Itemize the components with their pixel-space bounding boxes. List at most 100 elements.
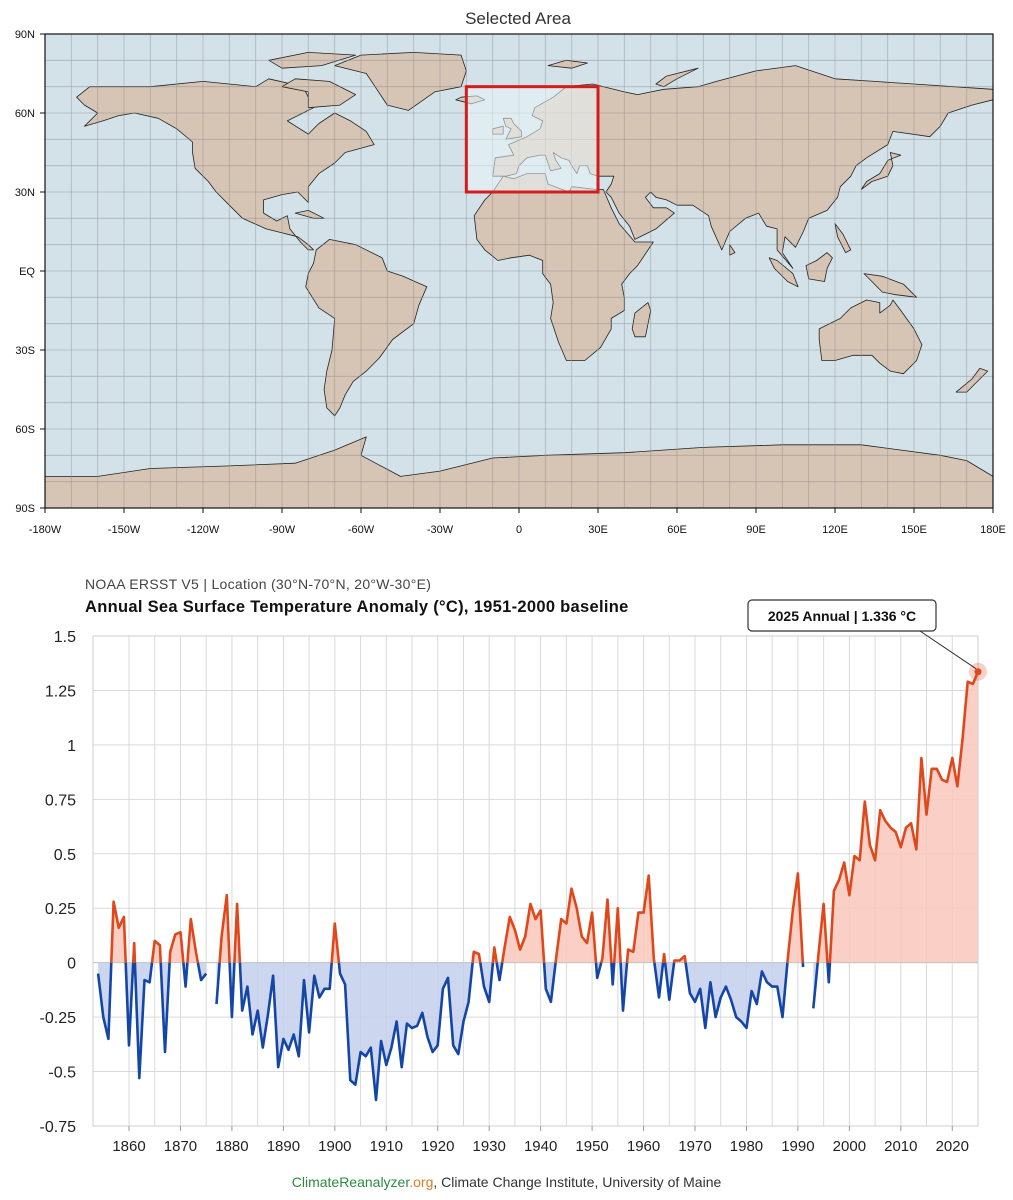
lon-tick-label: -60W [348, 524, 375, 536]
x-tick-label: 1950 [575, 1138, 608, 1155]
lon-tick-label: -150W [108, 524, 141, 536]
landmass-madagascar [631, 302, 652, 338]
lon-tick-label: 0 [516, 524, 522, 536]
credit-site-domain[interactable]: .org [409, 1174, 434, 1190]
negative-anomaly-line [215, 962, 221, 1005]
lon-tick-label: 180E [980, 524, 1006, 536]
y-tick-label: 1.5 [54, 629, 76, 646]
negative-anomaly-line [663, 962, 676, 1001]
landmass-japan [860, 152, 902, 190]
landmass-borneo [805, 252, 833, 282]
positive-anomaly-area [502, 903, 545, 963]
x-tick-label: 1900 [318, 1138, 351, 1155]
y-tick-label: -0.5 [48, 1065, 76, 1082]
lon-tick-label: 30E [588, 524, 608, 536]
negative-anomaly-line [684, 962, 789, 1030]
landmass-new-guinea [863, 273, 917, 298]
x-tick-label: 1940 [524, 1138, 557, 1155]
landmass-svalbard [547, 59, 588, 69]
positive-anomaly-line [625, 874, 656, 963]
y-tick-label: 0.25 [45, 901, 76, 918]
y-tick-label: 1 [67, 738, 76, 755]
positive-anomaly-line [330, 922, 341, 963]
lon-tick-label: 150E [901, 524, 927, 536]
positive-anomaly-line [471, 950, 482, 963]
highlight-point [974, 668, 982, 676]
credit-site-name[interactable]: ClimateReanalyzer [291, 1174, 410, 1190]
lon-tick-label: -90W [269, 524, 296, 536]
lon-tick-label: -180W [29, 524, 62, 536]
y-tick-label: 0.5 [54, 847, 76, 864]
negative-anomaly-line [495, 962, 504, 982]
x-tick-label: 1930 [473, 1138, 506, 1155]
positive-anomaly-line [168, 930, 185, 963]
y-tick-label: 0.75 [45, 792, 76, 809]
negative-anomaly-line [182, 962, 189, 988]
landmass-australia [818, 299, 923, 375]
negative-anomaly-line [238, 962, 333, 1069]
credit-line: ClimateReanalyzer.org, Climate Change In… [0, 1174, 1013, 1190]
lat-tick-label: 90N [15, 29, 35, 41]
lat-tick-label: EQ [19, 266, 35, 278]
y-tick-label: -0.25 [40, 1010, 77, 1027]
chart-subtitle: NOAA ERSST V5 | Location (30°N-70°N, 20°… [85, 576, 431, 592]
tooltip-text: 2025 Annual | 1.336 °C [768, 608, 916, 624]
y-tick-label: 1.25 [45, 683, 76, 700]
positive-anomaly-area [627, 875, 655, 963]
positive-anomaly-area [829, 671, 978, 963]
positive-anomaly-line [828, 671, 980, 963]
positive-anomaly-line [218, 893, 231, 963]
positive-anomaly-line [131, 941, 137, 963]
positive-anomaly-line [816, 902, 829, 963]
x-tick-label: 1980 [730, 1138, 763, 1155]
negative-anomaly-area [239, 962, 332, 1068]
negative-anomaly-area [685, 962, 788, 1028]
x-tick-label: 1870 [164, 1138, 197, 1155]
negative-anomaly-line [133, 962, 154, 1080]
negative-anomaly-line [594, 962, 603, 980]
positive-anomaly-area [555, 888, 596, 963]
negative-anomaly-line [826, 962, 832, 984]
map-panel: Selected Area 90N 60N 30N EQ 30S 60S 90S -180W -… [0, 0, 1013, 545]
x-tick-label: 1860 [112, 1138, 145, 1155]
positive-anomaly-line [554, 887, 598, 963]
lon-tick-label: 120E [822, 524, 848, 536]
lat-tick-label: 60N [15, 108, 35, 120]
sst-anomaly-chart: NOAA ERSST V5 | Location (30°N-70°N, 20°… [40, 576, 987, 1155]
negative-anomaly-line [479, 962, 495, 1004]
x-tick-label: 2020 [936, 1138, 969, 1155]
lat-tick-label: 30N [15, 187, 35, 199]
negative-anomaly-line [337, 962, 474, 1102]
positive-anomaly-line [612, 906, 622, 963]
positive-anomaly-line [150, 939, 162, 963]
lat-tick-label: 90S [15, 503, 35, 515]
negative-anomaly-line [619, 962, 629, 1012]
y-tick-label: 0 [67, 956, 76, 973]
positive-anomaly-line [500, 902, 546, 963]
positive-anomaly-line [661, 952, 667, 963]
x-tick-label: 1910 [370, 1138, 403, 1155]
x-tick-label: 1890 [267, 1138, 300, 1155]
negative-anomaly-line [610, 962, 616, 986]
positive-anomaly-line [186, 917, 200, 963]
landmass-baffin-island [281, 78, 357, 109]
selected-area-box [464, 85, 600, 194]
positive-anomaly-area [111, 901, 126, 963]
negative-anomaly-line [96, 962, 113, 1041]
positive-anomaly-line [599, 898, 613, 964]
tooltip-connector [919, 630, 977, 670]
lon-tick-label: -30W [427, 524, 454, 536]
negative-anomaly-line [196, 962, 208, 982]
x-tick-label: 2010 [884, 1138, 917, 1155]
negative-anomaly-line [159, 962, 171, 1054]
plot-frame [92, 635, 979, 1127]
landmass-philippines [834, 223, 852, 254]
positive-anomaly-line [491, 946, 498, 963]
positive-anomaly-line [110, 900, 127, 963]
x-tick-label: 1880 [215, 1138, 248, 1155]
x-tick-label: 1970 [678, 1138, 711, 1155]
negative-anomaly-line [542, 962, 557, 1004]
map-title: Selected Area [465, 9, 571, 28]
credit-institution: , Climate Change Institute, University o… [433, 1174, 722, 1190]
positive-anomaly-line [233, 902, 242, 963]
